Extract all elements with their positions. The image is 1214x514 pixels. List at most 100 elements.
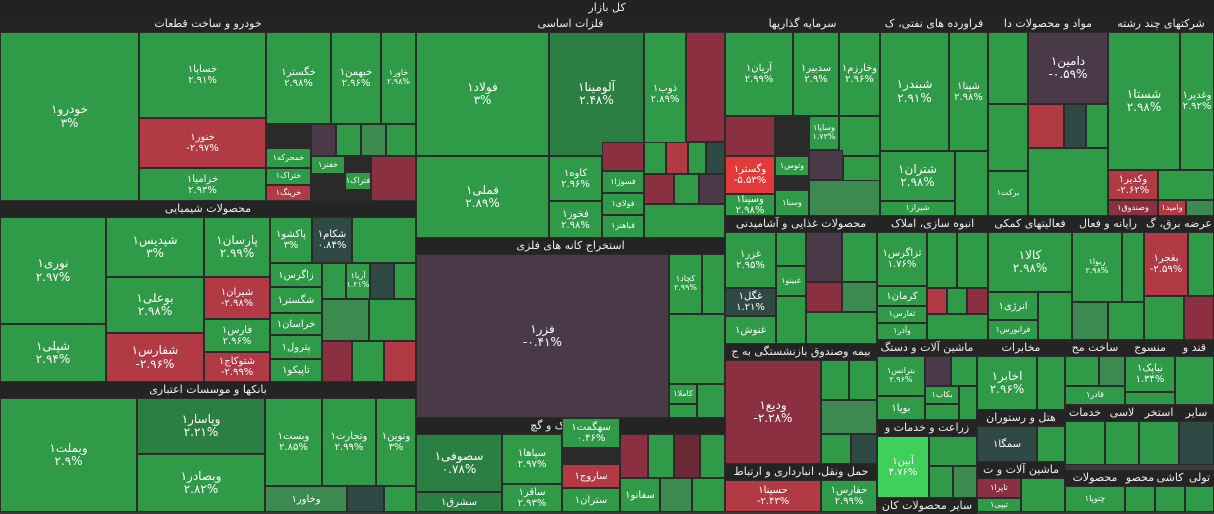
tile-vsapa[interactable]: وساپا۱ ۱.۷۳%	[809, 116, 839, 150]
tile-vkdir[interactable]: وکدیر۱ -۲.۶۲%	[1108, 170, 1158, 200]
tile-misc[interactable]	[361, 124, 386, 156]
sector-ghaza[interactable]: محصولات غذایی و آشامیدنی غزر۱ ۲.۹۵% غگل۱ ۱…	[725, 216, 877, 344]
tile-khgostar[interactable]: خگستر۱ ۲.۹۸%	[266, 32, 331, 124]
tile-misc[interactable]	[839, 116, 880, 156]
tile-misc[interactable]	[951, 356, 977, 386]
sector-sayer2[interactable]: سایر	[1179, 405, 1214, 465]
tile-anrzhi[interactable]: انرژی۱	[988, 292, 1038, 320]
tile-misc[interactable]	[686, 32, 725, 142]
tile-misc[interactable]	[644, 174, 674, 204]
tile-khsapa[interactable]: خساپا۱ ۲.۹۱%	[139, 32, 266, 118]
tile-misc[interactable]	[1105, 421, 1139, 465]
tile-bouali[interactable]: بوعلی۱ ۲.۹۸%	[106, 277, 204, 333]
tile-zbin[interactable]: آبین۱ ۴.۷۶%	[877, 436, 929, 498]
tile-misc[interactable]	[1086, 104, 1108, 148]
tile-shiraz[interactable]: شیراز۱	[880, 201, 955, 216]
tile-misc[interactable]	[925, 356, 951, 386]
tile-ssofian[interactable]: سصوفی۱ ۰.۷۸%	[416, 434, 502, 492]
tile-misc[interactable]	[1028, 104, 1064, 148]
tile-misc[interactable]	[384, 341, 416, 382]
tile-misc[interactable]	[988, 104, 1028, 171]
tile-misc[interactable]	[370, 263, 394, 299]
tile-misc[interactable]	[674, 434, 700, 478]
tile-berkat[interactable]: برکت۱	[988, 171, 1028, 216]
tile-misc[interactable]	[311, 124, 336, 156]
sector-lasi[interactable]: لاسی	[1105, 405, 1139, 465]
tile-vbsader[interactable]: وبصادر۱ ۲.۸۲%	[137, 454, 265, 512]
tile-misc[interactable]	[699, 174, 725, 204]
sector-arze[interactable]: عرضه برق، گ بغجر۱ -۲.۵۹%	[1144, 216, 1214, 340]
tile-khtrak[interactable]: ختراک۱	[266, 168, 311, 185]
tile-vkharzm[interactable]: وخارزم۱ ۲.۹۶%	[839, 32, 880, 116]
tile-misc[interactable]	[953, 466, 977, 498]
tile-misc[interactable]	[1125, 392, 1175, 405]
tile-ftrak[interactable]: فتراک۱	[345, 172, 371, 190]
tile-vtjarat[interactable]: وتجارت۱ ۲.۹۹%	[322, 398, 376, 486]
tile-vghadir[interactable]: وغدیر۱ ۲.۹۲%	[1180, 32, 1214, 170]
tile-misc[interactable]	[842, 282, 877, 312]
tile-alumina[interactable]: آلومینا۱ ۲.۴۸%	[549, 32, 644, 156]
tile-sarooj[interactable]: ساروج۱	[562, 464, 620, 488]
tile-misc[interactable]	[660, 478, 692, 512]
sector-estekhraj[interactable]: استخراج کانه های فلزی فزر۱ -۰.۴۱% کچاد۱ ۲.…	[416, 238, 725, 418]
tile-sadbir[interactable]: سدبیر۱ ۲.۹%	[793, 32, 839, 116]
tile-tapiko[interactable]: تاپیکو۱	[270, 359, 322, 382]
sector-haml[interactable]: حمل ونقل، انبارداری و ارتباط حسینا۱ -۲.۴۳…	[725, 464, 877, 512]
tile-misc[interactable]	[1065, 421, 1105, 465]
tile-misc[interactable]	[927, 314, 988, 340]
tile-shgmt[interactable]: سهگمت۱ ۰.۴۶%	[562, 418, 620, 448]
sector-toli[interactable]: تولی	[1185, 470, 1214, 512]
tile-kala[interactable]: کالا۱ ۲.۹۸%	[988, 232, 1072, 292]
tile-vsandoogh[interactable]: وصندوق۱	[1108, 200, 1158, 216]
tile-misc[interactable]	[821, 400, 877, 434]
tile-misc[interactable]	[1125, 486, 1155, 512]
sector-sarmaye[interactable]: سرمایه گذاریها آریان۱ ۲.۹۹% سدبیر۱ ۲.۹% وخ…	[725, 16, 880, 216]
tile-misc[interactable]	[929, 436, 977, 466]
tile-misc[interactable]	[394, 263, 416, 299]
sector-felezat[interactable]: فلزات اساسی فولاد۱ ۳% فملی۱ ۲.۸۹% آلومینا۱…	[416, 16, 725, 238]
tile-misc[interactable]	[1185, 486, 1214, 512]
tile-shgostar[interactable]: شگستر۱	[270, 287, 322, 313]
tile-misc[interactable]	[927, 232, 957, 288]
tile-tapra[interactable]: تاپرا۱	[977, 478, 1021, 498]
tile-misc[interactable]	[702, 254, 725, 314]
tile-ghnosh[interactable]: غنوش۱	[725, 316, 776, 344]
tile-misc[interactable]	[849, 360, 877, 400]
tile-vgostar[interactable]: وگستر۱ -۵.۵۳%	[725, 156, 775, 194]
tile-misc[interactable]	[674, 174, 699, 204]
tile-arian[interactable]: آریان۱ ۲.۹۹%	[725, 32, 793, 116]
tile-misc[interactable]	[1064, 104, 1086, 148]
sector-sayer[interactable]: سایر محصولات کان	[877, 498, 977, 514]
tile-misc[interactable]	[1186, 200, 1214, 216]
tile-misc[interactable]	[821, 360, 849, 400]
tile-shiran[interactable]: شیران۱ -۲.۹۸%	[204, 277, 270, 319]
tile-shbandar[interactable]: شبندر۱ ۲.۹۱%	[880, 32, 949, 151]
tile-misc[interactable]	[352, 217, 416, 263]
tile-fzar[interactable]: فزر۱ -۰.۴۱%	[416, 254, 669, 418]
tile-misc[interactable]	[644, 204, 725, 238]
tile-bghdir[interactable]: بغجر۱ -۲.۵۹%	[1144, 232, 1188, 296]
tile-misc[interactable]	[776, 232, 806, 266]
sector-mahsoolat[interactable]: محصولات چنوپا۱	[1065, 470, 1125, 512]
sector-sakhtmah[interactable]: ساخت مح قادر۱	[1065, 340, 1125, 405]
tile-misc[interactable]	[322, 299, 369, 341]
tile-misc[interactable]	[384, 486, 416, 512]
tile-bkab[interactable]: بکاب۱	[925, 386, 959, 404]
tile-khmharke[interactable]: خمحرکه۱	[266, 148, 311, 168]
tile-zob[interactable]: ذوب۱ ۲.۸۹%	[644, 32, 686, 156]
sector-chand[interactable]: شرکتهای چند رشته شستا۱ ۲.۹۸% وغدیر۱ ۲.۹۲% …	[1108, 16, 1214, 216]
tile-misc[interactable]	[1108, 302, 1144, 340]
tile-pakhsho[interactable]: پاکشو۱ ۳%	[270, 217, 312, 263]
sector-estekhr[interactable]: استخر	[1139, 405, 1179, 465]
tile-kchad[interactable]: کچاد۱ ۲.۹۹%	[669, 254, 702, 314]
tile-misc[interactable]	[1188, 232, 1214, 296]
tile-shfars[interactable]: شفارس۱ -۲.۹۶%	[106, 333, 204, 382]
tile-misc[interactable]	[706, 142, 725, 174]
tile-misc[interactable]	[1144, 296, 1184, 340]
tile-akhabar[interactable]: اخابر۱ ۲.۹۶%	[977, 356, 1037, 410]
sector-khadamat[interactable]: خدمات	[1065, 405, 1105, 465]
tile-misc[interactable]	[809, 150, 843, 180]
sector-khodro[interactable]: خودرو و ساخت قطعات خودرو۱ ۳% خساپا۱ ۲.۹۱% …	[0, 16, 416, 201]
tile-misc[interactable]	[1028, 148, 1108, 216]
